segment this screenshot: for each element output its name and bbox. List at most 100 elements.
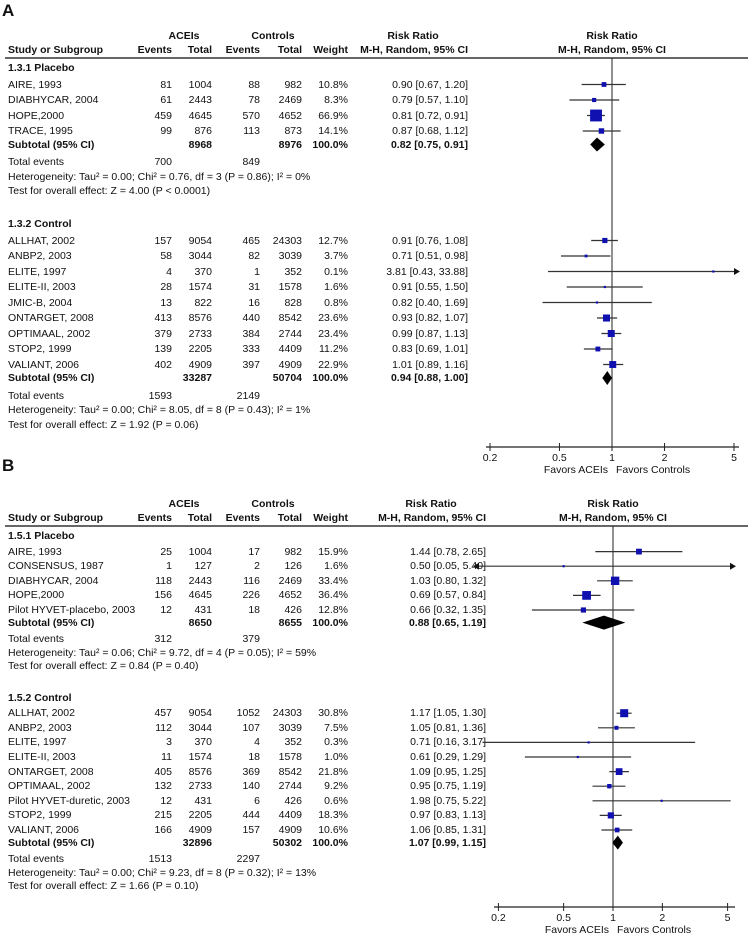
study-name: ALLHAT, 2002	[8, 234, 75, 247]
total-events2: 849	[242, 156, 260, 168]
study-name: ALLHAT, 2002	[8, 707, 75, 720]
point-estimate-marker	[620, 709, 629, 718]
subtotal-label: Subtotal (95% CI)	[8, 836, 95, 849]
study-name: Pilot HYVET-placebo, 2003	[8, 604, 136, 616]
study-total1: 2733	[188, 780, 212, 793]
study-ci: 0.69 [0.57, 0.84]	[410, 589, 486, 602]
subtotal-ci: 0.94 [0.88, 1.00]	[390, 372, 468, 384]
subtotal-weight: 100.0%	[312, 138, 348, 151]
study-events1: 28	[160, 281, 172, 293]
ci-arrow-right	[734, 268, 740, 275]
study-name: HOPE,2000	[8, 589, 65, 602]
point-estimate-marker	[584, 254, 588, 258]
header-method: M-H, Random, 95% CI	[378, 512, 486, 524]
study-events2: 18	[248, 604, 260, 616]
total-events2: 2149	[236, 389, 260, 402]
study-total2: 982	[284, 78, 302, 91]
subgroup-title: 1.3.1 Placebo	[8, 62, 75, 74]
study-total2: 8542	[278, 312, 302, 324]
study-ci: 0.87 [0.68, 1.12]	[392, 125, 468, 137]
study-total2: 873	[284, 125, 302, 137]
total-events1: 1593	[148, 389, 172, 402]
point-estimate-marker	[587, 741, 590, 744]
study-weight: 15.9%	[318, 545, 348, 558]
total-events-label: Total events	[8, 633, 65, 646]
study-events2: 88	[248, 78, 260, 91]
study-name: JMIC-B, 2004	[8, 296, 73, 309]
overall-effect-text: Test for overall effect: Z = 1.92 (P = 0…	[8, 418, 199, 431]
header-events2: Events	[225, 512, 260, 524]
study-events1: 215	[154, 809, 172, 822]
header-effect-measure: Risk Ratio	[405, 498, 457, 510]
header-study: Study or Subgroup	[8, 512, 104, 524]
header-events1: Events	[137, 512, 172, 524]
point-estimate-marker	[615, 768, 623, 775]
study-total2: 4909	[278, 358, 302, 371]
study-ci: 1.05 [0.81, 1.36]	[410, 721, 486, 734]
study-events1: 25	[160, 545, 172, 558]
point-estimate-marker	[580, 607, 587, 613]
study-events2: 6	[254, 794, 260, 807]
study-events1: 61	[160, 94, 172, 106]
header-study: Study or Subgroup	[8, 44, 104, 56]
favors-right-label: Favors Controls	[617, 924, 692, 936]
study-events1: 1	[166, 560, 172, 573]
total-events-label: Total events	[8, 389, 65, 402]
x-tick-label: 0.2	[491, 912, 506, 924]
study-ci: 1.01 [0.89, 1.16]	[392, 358, 468, 371]
subtotal-total1: 33287	[182, 372, 212, 384]
study-name: ELITE, 1997	[8, 736, 67, 749]
plot-header-method: M-H, Random, 95% CI	[558, 44, 666, 56]
study-total1: 370	[194, 736, 212, 749]
study-ci: 0.71 [0.16, 3.17]	[410, 736, 486, 749]
study-events1: 413	[154, 312, 172, 324]
overall-effect-text: Test for overall effect: Z = 4.00 (P < 0…	[8, 185, 211, 197]
heterogeneity-text: Heterogeneity: Tau² = 0.00; Chi² = 8.05,…	[8, 404, 311, 416]
study-weight: 12.8%	[318, 604, 348, 616]
subtotal-weight: 100.0%	[312, 372, 348, 384]
study-events2: 31	[248, 281, 260, 293]
overall-effect-text: Test for overall effect: Z = 0.84 (P = 0…	[8, 660, 199, 673]
study-events2: 384	[242, 327, 260, 340]
study-total2: 982	[284, 545, 302, 558]
study-total2: 2469	[278, 94, 302, 106]
study-name: HOPE,2000	[8, 109, 65, 122]
study-events1: 11	[161, 751, 172, 763]
study-events1: 379	[154, 327, 172, 340]
study-total2: 2469	[278, 574, 302, 587]
favors-left-label: Favors ACEIs	[544, 924, 609, 936]
study-events2: 116	[243, 574, 260, 587]
x-tick-label: 0.5	[556, 912, 571, 924]
header-group1: ACEIs	[168, 30, 200, 42]
x-tick-label: 0.5	[552, 452, 567, 464]
subgroup-title: 1.3.2 Control	[8, 218, 72, 230]
subtotal-label: Subtotal (95% CI)	[8, 138, 95, 151]
study-ci: 0.71 [0.51, 0.98]	[392, 250, 468, 262]
study-weight: 3.7%	[324, 250, 348, 262]
study-total2: 426	[284, 604, 302, 616]
favors-right-label: Favors Controls	[616, 464, 691, 476]
study-weight: 14.1%	[318, 125, 348, 137]
header-weight: Weight	[313, 44, 348, 56]
study-total2: 126	[284, 560, 302, 573]
plot-header-effect-measure: Risk Ratio	[587, 498, 639, 510]
study-name: STOP2, 1999	[8, 809, 72, 822]
study-weight: 66.9%	[318, 109, 348, 122]
study-name: Pilot HYVET-duretic, 2003	[8, 794, 130, 807]
study-total1: 3044	[188, 250, 212, 262]
study-events1: 81	[160, 78, 172, 91]
study-ci: 0.93 [0.82, 1.07]	[392, 312, 468, 324]
study-total1: 2443	[188, 574, 212, 587]
study-events1: 58	[160, 250, 172, 262]
study-events2: 1052	[236, 707, 260, 720]
study-name: TRACE, 1995	[8, 125, 73, 137]
study-total1: 431	[194, 794, 212, 807]
heterogeneity-text: Heterogeneity: Tau² = 0.00; Chi² = 9.23,…	[8, 866, 317, 879]
study-total1: 2443	[188, 94, 212, 106]
study-weight: 8.3%	[324, 94, 348, 106]
study-name: DIABHYCAR, 2004	[8, 574, 99, 587]
study-total1: 9054	[188, 234, 212, 247]
study-name: ANBP2, 2003	[8, 250, 72, 262]
study-events1: 13	[160, 296, 172, 309]
study-events2: 444	[242, 809, 260, 822]
